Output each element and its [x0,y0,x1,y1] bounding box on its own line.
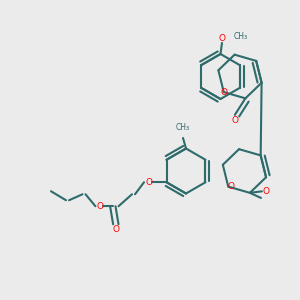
Text: O: O [228,182,235,191]
Text: CH₃: CH₃ [176,123,190,132]
Text: O: O [231,116,239,125]
Text: O: O [146,178,153,187]
Text: O: O [112,225,120,234]
Text: O: O [263,187,270,196]
Text: O: O [220,88,227,97]
Text: O: O [218,34,226,43]
Text: CH₃: CH₃ [233,32,248,41]
Text: O: O [96,202,103,211]
